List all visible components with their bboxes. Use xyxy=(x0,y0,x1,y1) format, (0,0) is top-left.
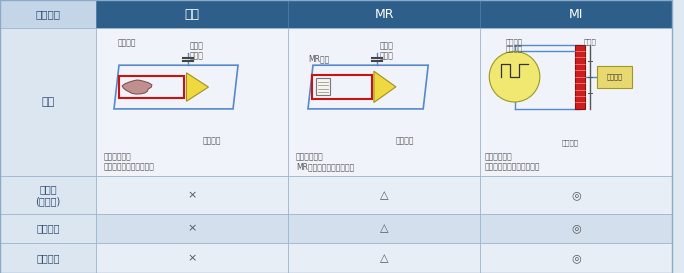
Text: 响应速度: 响应速度 xyxy=(36,253,60,263)
Bar xyxy=(288,243,480,273)
Text: 电压随霍尔效应发生变化: 电压随霍尔效应发生变化 xyxy=(104,162,155,171)
Text: 基于磁场变化: 基于磁场变化 xyxy=(485,152,513,161)
Bar xyxy=(96,0,288,28)
Bar xyxy=(0,28,96,176)
Bar xyxy=(288,214,480,243)
Bar xyxy=(96,243,288,273)
Bar xyxy=(0,214,96,243)
Bar xyxy=(480,176,672,214)
Text: ×: × xyxy=(187,253,197,263)
Text: ×: × xyxy=(187,190,197,200)
Text: 利用脉冲电流检测线圈电压: 利用脉冲电流检测线圈电压 xyxy=(485,162,540,171)
Bar xyxy=(119,76,185,98)
Text: MR元件的电阻值发生变化: MR元件的电阻值发生变化 xyxy=(296,162,354,171)
Bar xyxy=(480,0,672,28)
Text: 非晶丝: 非晶丝 xyxy=(583,38,596,44)
Text: ×: × xyxy=(187,224,197,233)
Bar xyxy=(480,28,672,176)
Text: △: △ xyxy=(380,224,389,233)
Text: 检测方法: 检测方法 xyxy=(36,9,60,19)
Text: 脉冲电流
生成电路: 脉冲电流 生成电路 xyxy=(506,38,523,52)
Text: 霍尔元件: 霍尔元件 xyxy=(118,38,137,47)
Text: ◎: ◎ xyxy=(571,224,581,233)
Text: ◎: ◎ xyxy=(571,190,581,200)
Bar xyxy=(288,176,480,214)
Bar xyxy=(575,44,585,109)
Bar xyxy=(480,243,672,273)
Bar xyxy=(288,28,480,176)
Bar xyxy=(0,176,96,214)
Text: △: △ xyxy=(380,190,389,200)
Bar xyxy=(96,28,288,176)
Text: 基于磁场变化: 基于磁场变化 xyxy=(296,152,324,161)
Bar xyxy=(96,214,288,243)
Text: 恒流源
恒压源: 恒流源 恒压源 xyxy=(380,41,393,60)
Text: 恒流源
恒压源: 恒流源 恒压源 xyxy=(190,41,204,60)
Text: 构成: 构成 xyxy=(41,97,55,107)
Text: 放大电路: 放大电路 xyxy=(395,136,414,145)
Bar xyxy=(288,0,480,28)
Bar xyxy=(0,0,96,28)
Polygon shape xyxy=(187,73,209,101)
Text: 消耗电流: 消耗电流 xyxy=(36,224,60,233)
Polygon shape xyxy=(374,71,396,102)
Bar xyxy=(0,243,96,273)
Text: 放大电路: 放大电路 xyxy=(202,136,221,145)
Circle shape xyxy=(489,51,540,102)
Text: MR: MR xyxy=(374,7,394,20)
Text: ◎: ◎ xyxy=(571,253,581,263)
Bar xyxy=(597,66,632,88)
Text: △: △ xyxy=(380,253,389,263)
Bar xyxy=(480,214,672,243)
Text: MI: MI xyxy=(569,7,583,20)
Bar xyxy=(316,78,330,95)
Polygon shape xyxy=(122,80,152,94)
Text: 检测电路: 检测电路 xyxy=(606,73,622,80)
Bar xyxy=(312,75,372,99)
Text: 基于磁场变化: 基于磁场变化 xyxy=(104,152,132,161)
Text: 抗噪声
(灵敏度): 抗噪声 (灵敏度) xyxy=(36,184,61,206)
Bar xyxy=(96,176,288,214)
Text: 霍尔: 霍尔 xyxy=(185,7,200,20)
Text: 检测线圈: 检测线圈 xyxy=(562,140,579,146)
Text: MR元件: MR元件 xyxy=(308,54,329,63)
